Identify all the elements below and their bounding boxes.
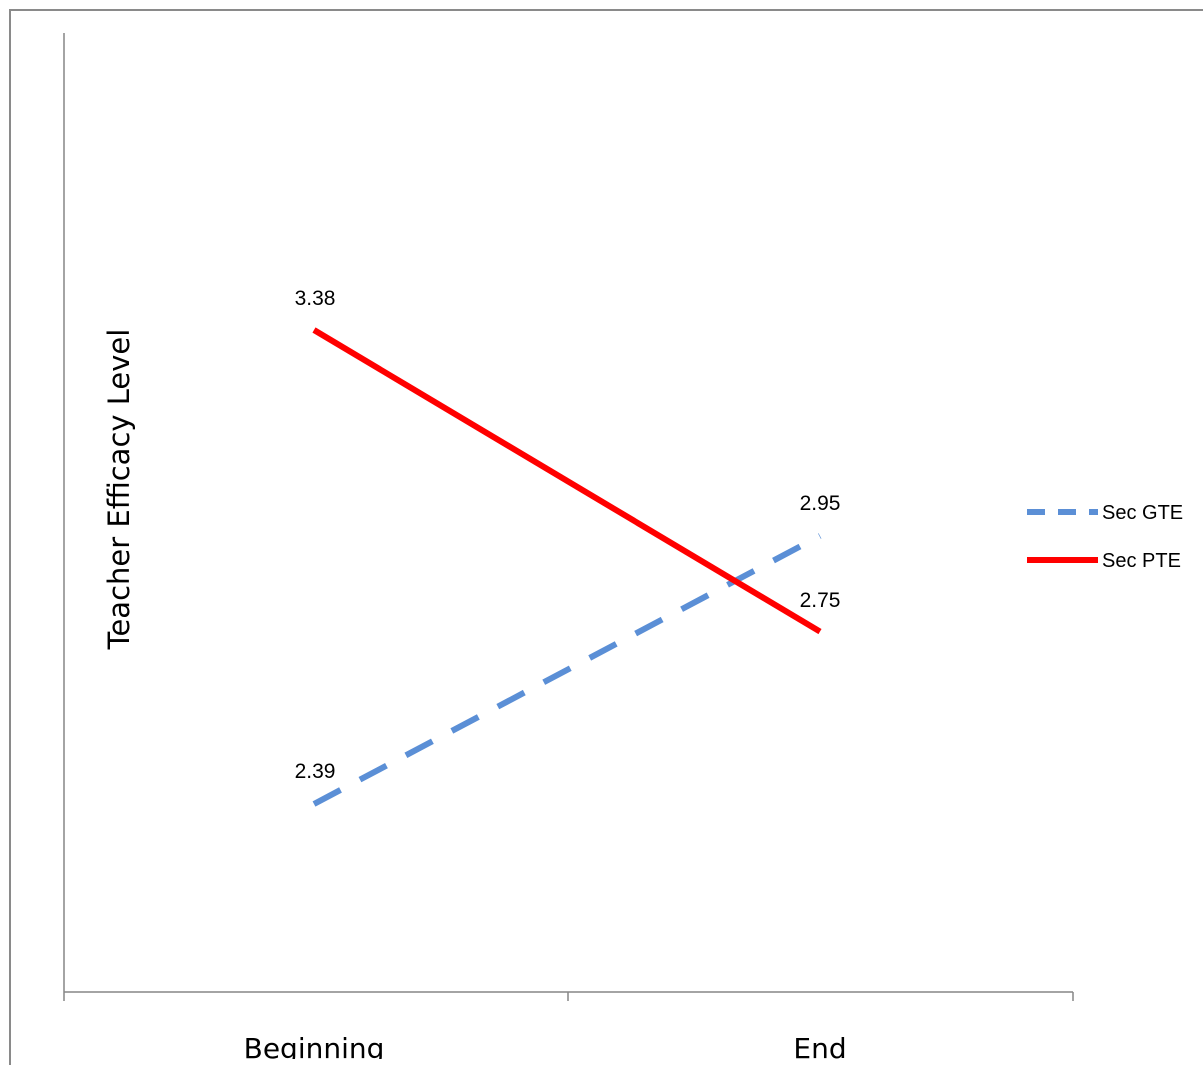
data-label: 2.95 [800,492,841,515]
data-label: 2.39 [295,760,336,783]
chart-frame [9,9,1203,1065]
legend-label: Sec GTE [1102,502,1183,524]
series-line-sec-gte [312,533,822,807]
x-tick-label: Beginning [244,1032,385,1059]
legend-label: Sec PTE [1102,550,1181,572]
data-label: 3.38 [295,287,336,310]
y-axis-label: Teacher Efficacy Level [102,329,136,651]
data-label: 2.75 [800,589,841,612]
series-line-sec-pte [312,327,822,635]
x-tick-label: End [793,1032,846,1059]
